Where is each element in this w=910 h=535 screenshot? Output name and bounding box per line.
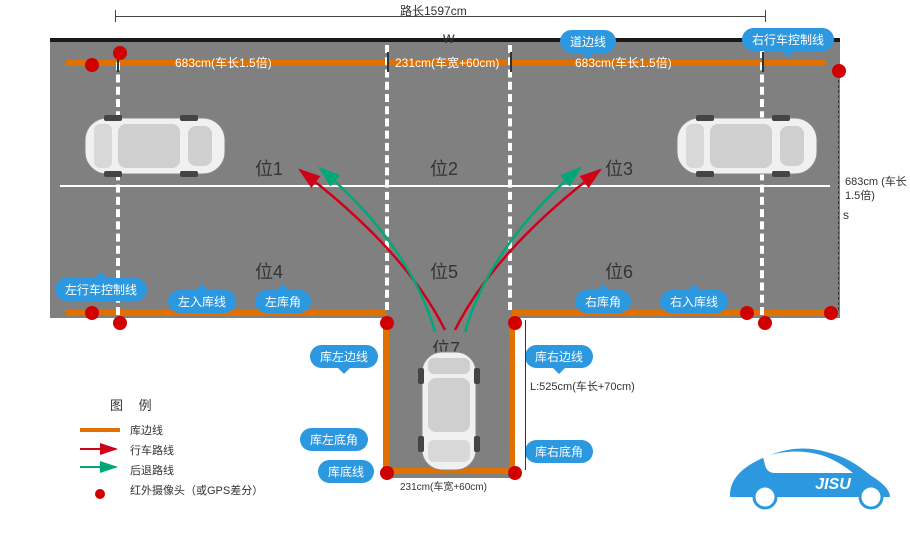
red-dot-icon bbox=[95, 489, 105, 499]
pos-6: 位6 bbox=[605, 258, 633, 284]
pos-1: 位1 bbox=[255, 155, 283, 181]
label-right-control: 右行车控制线 bbox=[742, 28, 834, 51]
legend-item: 红外摄像头（或GPS差分） bbox=[80, 482, 320, 498]
ir-camera-dot bbox=[85, 58, 99, 72]
title-dim: 路长1597cm bbox=[400, 2, 467, 19]
pos-7: 位7 bbox=[432, 335, 460, 361]
label-left-corner: 左库角 bbox=[255, 290, 311, 313]
legend-item: 库边线 bbox=[80, 422, 320, 438]
label-road-edge: 道边线 bbox=[560, 30, 616, 53]
diagram-container: 路长1597cm 683cm(车长1.5倍) 231cm(车宽+60cm) 68… bbox=[0, 0, 910, 535]
label-garage-left: 库左边线 bbox=[310, 345, 378, 368]
pos-5: 位5 bbox=[430, 258, 458, 284]
label-right-entry: 右入库线 bbox=[660, 290, 728, 313]
label-right-corner: 右库角 bbox=[575, 290, 631, 313]
jisu-logo-car: JISU bbox=[715, 425, 895, 520]
svg-text:JISU: JISU bbox=[815, 476, 851, 493]
legend-item: 后退路线 bbox=[80, 462, 320, 478]
right-control-dash bbox=[760, 50, 764, 315]
label-garage-bottom: 库底线 bbox=[318, 460, 374, 483]
label-left-control: 左行车控制线 bbox=[55, 278, 147, 301]
label-left-entry: 左入库线 bbox=[168, 290, 236, 313]
pos-3: 位3 bbox=[605, 155, 633, 181]
pos-2: 位2 bbox=[430, 155, 458, 181]
label-garage-right: 库右边线 bbox=[525, 345, 593, 368]
left-control-dash bbox=[116, 50, 120, 315]
label-garage-rbc: 库右底角 bbox=[525, 440, 593, 463]
legend: 图 例 库边线 行车路线 后退路线 红外摄像头（或GPS差分） bbox=[80, 395, 320, 502]
pos-4: 位4 bbox=[255, 258, 283, 284]
legend-item: 行车路线 bbox=[80, 442, 320, 458]
orange-swatch bbox=[80, 428, 120, 432]
legend-title: 图 例 bbox=[110, 395, 320, 414]
